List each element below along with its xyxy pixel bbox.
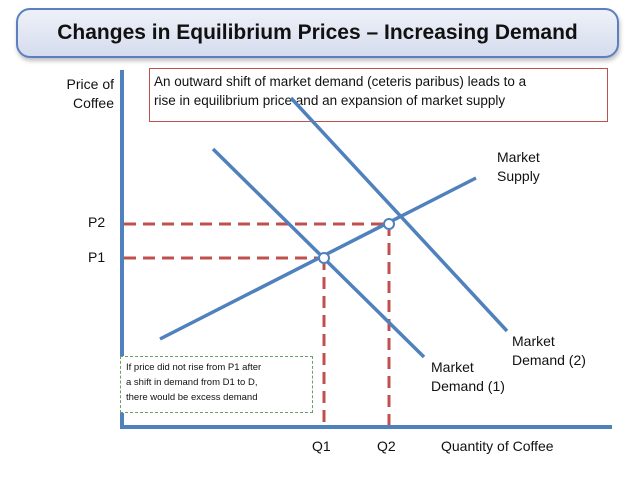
demand-curve-1	[211, 147, 426, 359]
demand-1-label-line-2: Demand (1)	[431, 378, 505, 394]
excess-demand-note: If price did not rise from P1 after a sh…	[120, 356, 313, 413]
supply-label: Market Supply	[497, 148, 540, 186]
excess-demand-line-2: a shift in demand from D1 to D,	[126, 377, 258, 388]
explanation-line-2: rise in equilibrium price and an expansi…	[154, 93, 506, 108]
excess-demand-line-1: If price did not rise from P1 after	[126, 362, 262, 373]
y-axis-label-line-2: Coffee	[73, 95, 114, 111]
y-axis-label-line-1: Price of	[66, 76, 114, 92]
supply-curve	[159, 176, 477, 341]
supply-label-line-1: Market	[497, 149, 540, 165]
y-axis-label: Price of Coffee	[64, 75, 114, 113]
equilibrium-point-1	[318, 252, 330, 264]
equilibrium-point-2	[383, 218, 395, 230]
slide-title: Changes in Equilibrium Prices – Increasi…	[16, 8, 619, 58]
p2-label: P2	[88, 214, 106, 230]
explanation-line-1: An outward shift of market demand (ceter…	[154, 74, 527, 89]
demand-curve-2	[289, 96, 509, 333]
q2-label: Q2	[377, 438, 396, 454]
demand-1-label: Market Demand (1)	[431, 358, 505, 396]
q1-label: Q1	[312, 438, 331, 454]
x-axis-label: Quantity of Coffee	[441, 438, 554, 454]
supply-label-line-2: Supply	[497, 168, 540, 184]
demand-2-label: Market Demand (2)	[512, 332, 586, 370]
explanation-note: An outward shift of market demand (ceter…	[149, 68, 608, 122]
demand-1-label-line-1: Market	[431, 359, 474, 375]
demand-2-label-line-2: Demand (2)	[512, 352, 586, 368]
excess-demand-line-3: there would be excess demand	[126, 392, 258, 403]
p1-label: P1	[88, 249, 106, 265]
demand-2-label-line-1: Market	[512, 333, 555, 349]
